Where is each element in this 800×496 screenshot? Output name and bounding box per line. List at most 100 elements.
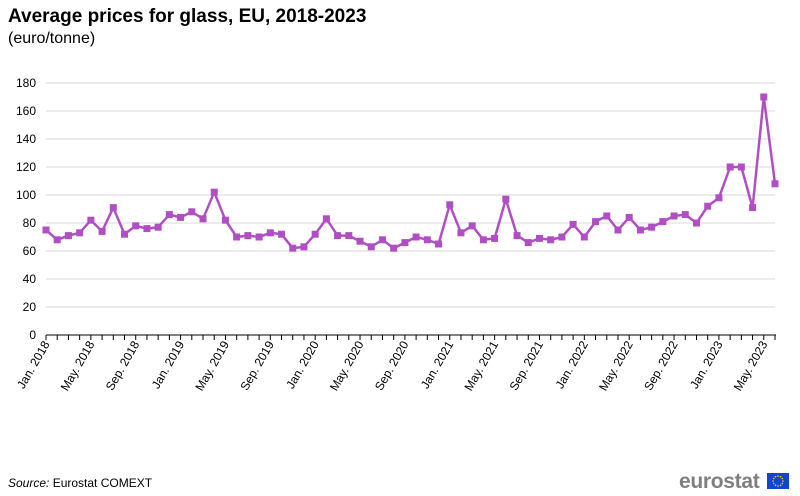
data-point: [53, 236, 61, 244]
x-tick-label: Sep. 2019: [237, 338, 277, 393]
data-point: [648, 223, 656, 231]
data-point: [367, 243, 375, 251]
data-point: [502, 195, 510, 203]
data-point: [704, 202, 712, 210]
data-point: [749, 204, 757, 212]
data-point: [636, 226, 644, 234]
data-point: [580, 233, 588, 241]
data-point: [592, 218, 600, 226]
data-point: [625, 213, 633, 221]
y-tick-label: 100: [16, 188, 36, 202]
x-tick-label: Sep. 2018: [103, 338, 143, 393]
data-point: [311, 230, 319, 238]
data-point: [603, 212, 611, 220]
data-point: [121, 230, 129, 238]
x-tick-label: Jan. 2020: [283, 338, 322, 391]
data-point: [435, 240, 443, 248]
data-point: [278, 230, 286, 238]
data-point: [210, 188, 218, 196]
data-point: [334, 232, 342, 240]
data-point: [760, 93, 768, 101]
data-point: [76, 229, 84, 237]
data-point: [681, 211, 689, 219]
data-point: [659, 218, 667, 226]
data-point: [109, 204, 117, 212]
source-note: Source: Eurostat COMEXT: [8, 476, 152, 490]
eu-flag-icon: [767, 473, 789, 489]
x-tick-label: May. 2021: [462, 338, 502, 393]
data-point: [412, 233, 420, 241]
y-tick-label: 160: [16, 104, 36, 118]
data-point: [98, 227, 106, 235]
data-point: [64, 232, 72, 240]
source-text: Eurostat COMEXT: [52, 476, 153, 490]
y-tick-label: 80: [23, 216, 37, 230]
data-point: [468, 222, 476, 230]
data-point: [547, 236, 555, 244]
data-point: [715, 194, 723, 202]
x-tick-label: May. 2022: [596, 338, 636, 393]
data-point: [143, 225, 151, 233]
data-point: [87, 216, 95, 224]
data-point: [266, 229, 274, 237]
data-point: [569, 220, 577, 228]
logo-text: eurostat: [679, 470, 760, 493]
x-tick-label: Jan. 2021: [418, 338, 457, 391]
data-point: [390, 244, 398, 252]
data-point: [378, 236, 386, 244]
data-point: [42, 226, 50, 234]
x-tick-label: May. 2020: [327, 338, 367, 393]
data-point: [737, 163, 745, 171]
y-tick-label: 120: [16, 160, 36, 174]
data-point: [221, 216, 229, 224]
y-tick-label: 60: [23, 244, 37, 258]
data-point: [356, 237, 364, 245]
x-tick-label: Sep. 2022: [641, 338, 681, 393]
x-tick-label: May. 2018: [58, 338, 98, 393]
data-point: [233, 233, 241, 241]
data-point: [177, 213, 185, 221]
data-point: [199, 215, 207, 223]
y-tick-label: 40: [23, 272, 37, 286]
x-tick-label: Jan. 2023: [687, 338, 726, 391]
data-point: [446, 201, 454, 209]
data-point: [188, 208, 196, 216]
data-point: [558, 233, 566, 241]
data-point: [244, 232, 252, 240]
x-tick-label: Sep. 2021: [507, 338, 547, 393]
x-tick-label: May. 2019: [192, 338, 232, 393]
data-point: [479, 236, 487, 244]
data-point: [726, 163, 734, 171]
data-point: [457, 229, 465, 237]
x-tick-label: Jan. 2019: [149, 338, 188, 391]
data-point: [345, 232, 353, 240]
data-point: [513, 232, 521, 240]
data-point: [692, 219, 700, 227]
x-tick-label: Jan. 2022: [552, 338, 591, 391]
data-point: [165, 211, 173, 219]
data-point: [491, 234, 499, 242]
data-point: [255, 233, 263, 241]
x-tick-label: Jan. 2018: [14, 338, 53, 391]
data-point: [423, 236, 431, 244]
data-point: [154, 223, 162, 231]
x-tick-label: Sep. 2020: [372, 338, 412, 393]
data-point: [132, 222, 140, 230]
data-point: [300, 243, 308, 251]
y-tick-label: 20: [23, 300, 37, 314]
y-tick-label: 180: [16, 76, 36, 90]
chart-title: Average prices for glass, EU, 2018-2023: [8, 6, 367, 27]
data-point: [524, 239, 532, 247]
y-tick-label: 140: [16, 132, 36, 146]
data-point: [771, 180, 779, 188]
data-point: [322, 215, 330, 223]
data-point: [401, 239, 409, 247]
data-point: [535, 234, 543, 242]
data-point: [614, 226, 622, 234]
x-tick-label: May. 2023: [731, 338, 771, 393]
y-tick-label: 0: [29, 328, 36, 342]
data-point: [289, 244, 297, 252]
chart-subtitle: (euro/tonne): [8, 30, 96, 47]
data-point: [670, 212, 678, 220]
